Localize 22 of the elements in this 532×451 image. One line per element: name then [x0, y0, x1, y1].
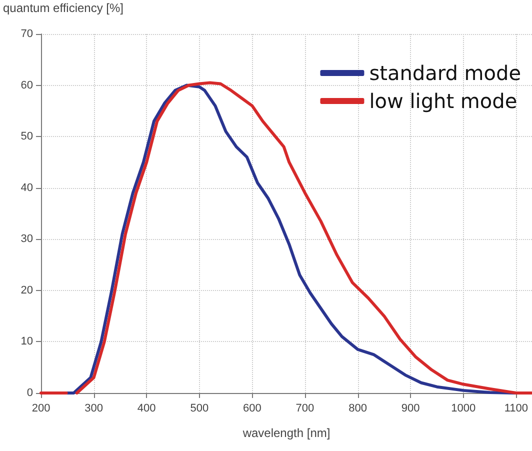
- x-tick-label: 700: [296, 402, 314, 414]
- x-tick-label: 300: [84, 402, 103, 414]
- y-axis-title: quantum efficiency [%]: [3, 1, 124, 15]
- x-tick-label: 900: [401, 402, 420, 414]
- y-tick-label: 60: [20, 79, 33, 92]
- x-tick-label: 500: [190, 402, 209, 414]
- x-tick-label: 1100: [504, 402, 528, 414]
- x-tick-label: 400: [137, 402, 156, 414]
- legend-label: low light mode: [369, 89, 518, 113]
- x-tick-label: 1000: [451, 402, 476, 414]
- y-tick-label: 50: [20, 130, 33, 143]
- legend-label: standard mode: [369, 61, 522, 85]
- y-tick-label: 70: [20, 28, 33, 40]
- x-tick-label: 600: [243, 402, 262, 414]
- y-tick-label: 10: [20, 336, 33, 348]
- y-tick-label: 0: [26, 387, 33, 399]
- y-tick-label: 40: [20, 182, 33, 194]
- y-tick-label: 30: [20, 233, 33, 246]
- y-tick-label: 20: [20, 284, 33, 296]
- x-tick-label: 800: [348, 402, 367, 414]
- x-tick-label: 200: [32, 402, 50, 414]
- x-axis-title: wavelength [nm]: [242, 426, 330, 440]
